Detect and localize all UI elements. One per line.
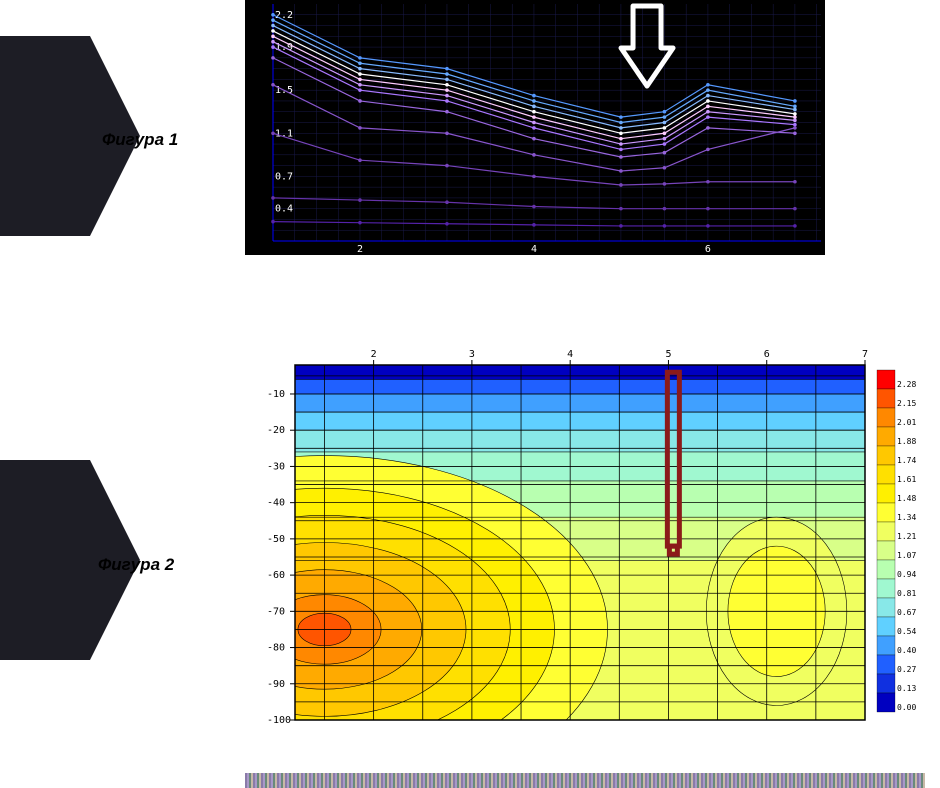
legend-value: 0.67 xyxy=(897,608,916,617)
legend-swatch xyxy=(877,446,895,465)
legend-value: 2.15 xyxy=(897,399,916,408)
legend-swatch xyxy=(877,503,895,522)
legend-value: 0.00 xyxy=(897,703,916,712)
svg-text:2: 2 xyxy=(371,349,377,360)
figure1-label: Фигура 1 xyxy=(102,130,178,150)
noise-strip xyxy=(245,773,925,788)
svg-text:-60: -60 xyxy=(267,570,285,581)
svg-text:-40: -40 xyxy=(267,498,285,509)
legend-swatch xyxy=(877,579,895,598)
svg-text:7: 7 xyxy=(862,349,868,360)
svg-text:2.2: 2.2 xyxy=(275,10,293,21)
svg-text:-100: -100 xyxy=(267,715,291,726)
legend-swatch xyxy=(877,636,895,655)
contour-heatmap: 2 3 4 5 6 7 -10 -20 -30 -40 -50 -60 -70 -80 -90 -100 2.2… xyxy=(245,340,925,740)
svg-text:6: 6 xyxy=(705,244,711,255)
legend-swatch xyxy=(877,617,895,636)
svg-text:0.4: 0.4 xyxy=(275,204,293,215)
legend-swatch xyxy=(877,484,895,503)
legend-value: 1.88 xyxy=(897,437,916,446)
line-chart: 2.21.91.51.10.70.4246 xyxy=(245,0,825,255)
legend-swatch xyxy=(877,598,895,617)
svg-text:0.7: 0.7 xyxy=(275,171,293,182)
chevron-2 xyxy=(0,460,90,660)
legend-value: 1.48 xyxy=(897,494,916,503)
legend-value: 1.61 xyxy=(897,475,916,484)
chevron-1 xyxy=(0,36,90,236)
legend-value: 0.54 xyxy=(897,627,916,636)
legend-swatch xyxy=(877,408,895,427)
figure2-label: Фигура 2 xyxy=(98,555,174,575)
svg-text:-20: -20 xyxy=(267,425,285,436)
legend-swatch xyxy=(877,541,895,560)
svg-text:5: 5 xyxy=(665,349,671,360)
legend-swatch xyxy=(877,522,895,541)
svg-text:2: 2 xyxy=(357,244,363,255)
svg-text:4: 4 xyxy=(567,349,573,360)
legend-value: 0.27 xyxy=(897,665,916,674)
svg-text:6: 6 xyxy=(764,349,770,360)
svg-text:-80: -80 xyxy=(267,643,285,654)
legend-value: 0.40 xyxy=(897,646,916,655)
legend-swatch xyxy=(877,427,895,446)
legend-swatch xyxy=(877,674,895,693)
legend-value: 1.74 xyxy=(897,456,916,465)
legend-value: 0.81 xyxy=(897,589,916,598)
legend-value: 2.28 xyxy=(897,380,916,389)
svg-text:-10: -10 xyxy=(267,389,285,400)
legend-value: 1.21 xyxy=(897,532,916,541)
legend-swatch xyxy=(877,465,895,484)
svg-text:4: 4 xyxy=(531,244,537,255)
svg-text:3: 3 xyxy=(469,349,475,360)
svg-text:-70: -70 xyxy=(267,606,285,617)
svg-text:-90: -90 xyxy=(267,679,285,690)
legend-swatch xyxy=(877,693,895,712)
legend-value: 1.34 xyxy=(897,513,916,522)
legend-swatch xyxy=(877,655,895,674)
legend-swatch xyxy=(877,560,895,579)
svg-text:-30: -30 xyxy=(267,461,285,472)
legend-value: 2.01 xyxy=(897,418,916,427)
legend-value: 0.13 xyxy=(897,684,916,693)
svg-text:-50: -50 xyxy=(267,534,285,545)
legend-value: 1.07 xyxy=(897,551,916,560)
legend-swatch xyxy=(877,389,895,408)
legend-swatch xyxy=(877,370,895,389)
legend-value: 0.94 xyxy=(897,570,916,579)
svg-text:1.1: 1.1 xyxy=(275,128,293,139)
